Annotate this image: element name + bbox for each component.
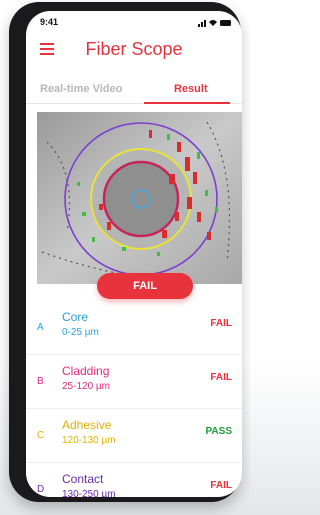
zone-row[interactable]: A Core 0-25 µm FAIL [26,300,242,355]
zone-name: Core [62,310,88,324]
zone-letter: B [37,376,44,387]
tab[interactable]: Result [174,83,208,95]
zone-status: FAIL [210,318,232,329]
tab[interactable]: Real-time Video [40,83,122,95]
result-badge: FAIL [97,273,193,299]
zone-letter: A [37,322,44,333]
zone-range: 25-120 µm [62,381,110,392]
tab-indicator [144,102,230,104]
zone-letter: D [37,484,44,495]
zone-name: Cladding [62,364,109,378]
app-title: Fiber Scope [26,39,242,60]
zone-status: FAIL [210,372,232,383]
zone-row[interactable]: C Adhesive 120-130 µm PASS [26,408,242,463]
status-icons [198,18,232,27]
status-time: 9:41 [40,17,58,27]
screen: 9:41 Fiber Scope Real-time Video Result [26,11,242,497]
page: 9:41 Fiber Scope Real-time Video Result [0,0,250,515]
zone-range: 0-25 µm [62,327,99,338]
zone-status: PASS [206,426,233,437]
stage: 9:41 Fiber Scope Real-time Video Result [0,0,250,515]
zone-range: 130-250 µm [62,489,116,497]
zone-row[interactable]: B Cladding 25-120 µm FAIL [26,354,242,409]
fiber-image [37,112,242,284]
zone-letter: C [37,430,44,441]
zone-range: 120-130 µm [62,435,116,446]
zone-name: Adhesive [62,418,111,432]
zone-row[interactable]: D Contact 130-250 µm FAIL [26,462,242,497]
zone-name: Contact [62,472,103,486]
phone-frame: 9:41 Fiber Scope Real-time Video Result [9,2,241,502]
zone-status: FAIL [210,480,232,491]
